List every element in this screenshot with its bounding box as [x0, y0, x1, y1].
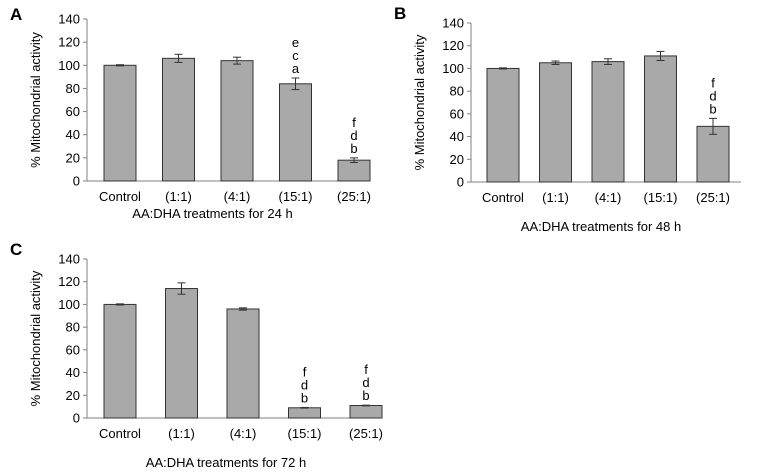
significance-letter: b — [709, 101, 716, 116]
significance-letter: f — [303, 364, 307, 379]
panel-label: B — [394, 4, 406, 23]
significance-letter: f — [711, 75, 715, 90]
y-axis-label: % Mitochondrial activity — [412, 34, 427, 170]
bar — [539, 62, 572, 183]
significance-letter: d — [350, 128, 357, 143]
bar — [165, 288, 198, 419]
x-tick-label: (4:1) — [595, 190, 622, 205]
bar — [162, 57, 195, 182]
x-tick-label: (1:1) — [168, 426, 195, 441]
x-tick-label: (15:1) — [279, 189, 313, 204]
x-axis-label: AA:DHA treatments for 72 h — [146, 455, 306, 470]
y-tick-label: 80 — [66, 81, 80, 96]
significance-letter: a — [292, 61, 300, 76]
x-tick-label: (15:1) — [644, 190, 678, 205]
y-tick-label: 80 — [66, 320, 80, 335]
x-tick-label: (25:1) — [349, 426, 383, 441]
y-tick-label: 80 — [450, 84, 464, 99]
y-tick-label: 100 — [58, 58, 80, 73]
bar — [337, 159, 371, 182]
y-tick-label: 140 — [58, 252, 80, 267]
y-tick-label: 120 — [58, 274, 80, 289]
significance-letter: c — [292, 48, 299, 63]
bar — [226, 308, 260, 419]
bar — [486, 67, 520, 183]
y-tick-label: 120 — [442, 38, 464, 53]
bar — [103, 303, 137, 419]
panel-label: C — [10, 240, 22, 259]
y-tick-label: 40 — [450, 129, 464, 144]
significance-letter: d — [709, 88, 716, 103]
x-axis-label: AA:DHA treatments for 24 h — [132, 206, 292, 221]
y-tick-label: 60 — [450, 106, 464, 121]
y-tick-label: 20 — [66, 150, 80, 165]
y-tick-label: 20 — [450, 152, 464, 167]
y-tick-label: 20 — [66, 388, 80, 403]
significance-letter: f — [364, 362, 368, 377]
y-tick-label: 60 — [66, 104, 80, 119]
y-tick-label: 140 — [442, 16, 464, 31]
chart-panel-c: C 0 20 40 60 80 100 120 140 % Mitochondrial activ… — [10, 240, 383, 470]
y-tick-label: 60 — [66, 342, 80, 357]
y-tick-label: 40 — [66, 365, 80, 380]
x-axis-label: AA:DHA treatments for 48 h — [521, 219, 681, 234]
bar — [349, 405, 383, 419]
x-tick-label: (4:1) — [230, 426, 257, 441]
y-axis-label: % Mitochondrial activity — [28, 270, 43, 406]
significance-letter: d — [362, 375, 369, 390]
significance-letter: b — [301, 390, 308, 405]
significance-letter: e — [292, 35, 299, 50]
y-tick-label: 140 — [58, 12, 80, 27]
significance-letter: b — [350, 141, 357, 156]
bar — [279, 83, 312, 182]
chart-panel-a: A 0 20 40 60 80 100 120 140 % Mitochondrial activ… — [10, 5, 371, 221]
x-tick-label: (1:1) — [542, 190, 569, 205]
bar — [591, 61, 625, 183]
x-tick-label: (4:1) — [224, 189, 251, 204]
bar — [288, 407, 321, 419]
x-tick-label: Control — [99, 426, 141, 441]
y-tick-label: 0 — [73, 174, 80, 189]
x-tick-label: Control — [482, 190, 524, 205]
significance-letter: b — [362, 388, 369, 403]
significance-letter: f — [352, 115, 356, 130]
bar — [220, 60, 254, 182]
x-tick-label: (25:1) — [337, 189, 371, 204]
significance-letter: d — [301, 377, 308, 392]
x-tick-label: (25:1) — [696, 190, 730, 205]
y-axis-label: % Mitochondrial activity — [28, 32, 43, 168]
y-tick-label: 120 — [58, 35, 80, 50]
chart-panel-b: B 0 20 40 60 80 100 120 140 % Mitochondrial activ… — [394, 4, 741, 234]
y-tick-label: 40 — [66, 127, 80, 142]
y-tick-label: 100 — [442, 61, 464, 76]
x-tick-label: (15:1) — [288, 426, 322, 441]
panel-label: A — [10, 5, 22, 24]
y-tick-label: 100 — [58, 297, 80, 312]
x-tick-label: (1:1) — [165, 189, 192, 204]
y-tick-label: 0 — [457, 175, 464, 190]
x-tick-label: Control — [99, 189, 141, 204]
y-tick-label: 0 — [73, 411, 80, 426]
bar — [644, 55, 677, 183]
bar — [103, 64, 137, 182]
